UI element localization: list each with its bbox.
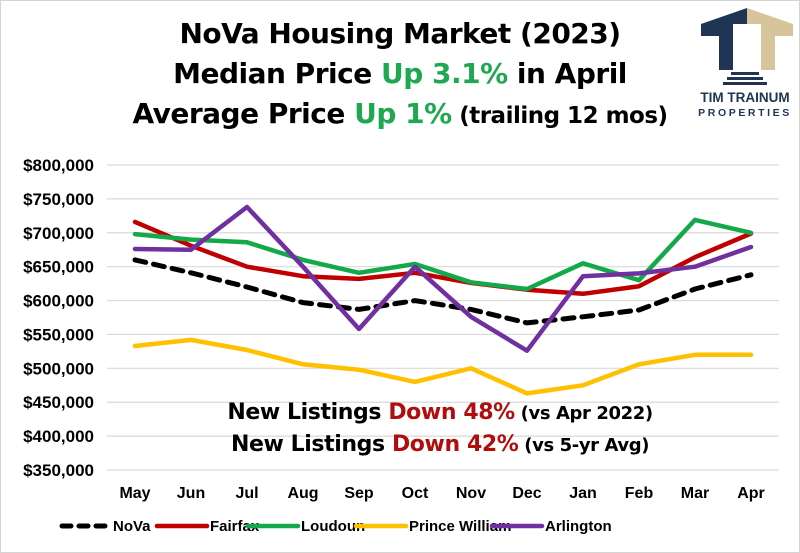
series-line-nova xyxy=(132,257,754,326)
x-tick-label: Jan xyxy=(569,485,597,502)
average-price-label: Average Price xyxy=(132,97,355,130)
median-price-label: Median Price xyxy=(173,57,381,90)
tt-house-icon xyxy=(701,8,793,85)
logo-subtitle: PROPERTIES xyxy=(698,107,792,119)
x-tick-label: Jun xyxy=(177,485,205,502)
annotation-label: New Listings xyxy=(227,400,389,425)
y-tick-label: $800,000 xyxy=(23,156,94,175)
y-tick-label: $450,000 xyxy=(23,393,94,412)
x-tick-label: Apr xyxy=(737,485,765,502)
x-tick-label: Sep xyxy=(344,485,374,502)
y-tick-label: $350,000 xyxy=(23,461,94,480)
y-tick-label: $400,000 xyxy=(23,427,94,446)
series-lines xyxy=(132,204,754,396)
y-tick-label: $700,000 xyxy=(23,224,94,243)
legend-label: Arlington xyxy=(545,518,612,535)
x-tick-label: Nov xyxy=(456,485,486,502)
company-logo: TIM TRAINUM PROPERTIES xyxy=(693,6,797,126)
title-line-1: NoVa Housing Market (2023) xyxy=(90,14,710,54)
title-line-2: Median Price Up 3.1% in April xyxy=(90,54,710,94)
series-line-arlington xyxy=(132,204,754,353)
annotation-comparison: (vs Apr 2022) xyxy=(514,403,653,424)
legend-label: Loudoun xyxy=(301,518,365,535)
legend-label: NoVa xyxy=(113,518,151,535)
y-tick-label: $600,000 xyxy=(23,292,94,311)
y-axis-ticks: $800,000 $750,000 $700,000 $650,000 $600,000… xyxy=(23,156,94,480)
x-tick-label: Dec xyxy=(512,485,541,502)
average-price-period: (trailing 12 mos) xyxy=(451,103,668,129)
x-tick-label: Jul xyxy=(235,485,258,502)
annotation-change: Down 48% xyxy=(388,400,515,425)
annotation-comparison: (vs 5-yr Avg) xyxy=(518,435,650,456)
x-axis-ticks: May Jun Jul Aug Sep Oct Nov Dec Jan Feb Mar Apr xyxy=(119,485,764,502)
x-tick-label: Oct xyxy=(402,485,429,502)
title-text: NoVa Housing Market (2023) xyxy=(179,17,621,50)
series-line-prince-william xyxy=(132,337,754,396)
x-tick-label: Aug xyxy=(287,485,318,502)
y-tick-label: $550,000 xyxy=(23,325,94,344)
y-tick-label: $650,000 xyxy=(23,258,94,277)
legend: NoVa Fairfax Loudoun Prince William Arlingto… xyxy=(59,518,612,535)
x-tick-label: Feb xyxy=(625,485,654,502)
title-line-3: Average Price Up 1% (trailing 12 mos) xyxy=(90,94,710,136)
annotation-change: Down 42% xyxy=(391,432,519,457)
logo-name: TIM TRAINUM xyxy=(700,90,790,105)
median-price-change: Up 3.1% xyxy=(380,57,508,90)
x-tick-label: Mar xyxy=(681,485,709,502)
x-tick-label: May xyxy=(119,485,150,502)
series-line-fairfax xyxy=(132,219,754,297)
legend-label: Prince William xyxy=(409,518,511,535)
legend-label: Fairfax xyxy=(210,518,260,535)
y-tick-label: $500,000 xyxy=(23,359,94,378)
new-listings-annotation-5yr: New Listings Down 42% (vs 5-yr Avg) xyxy=(160,432,720,457)
y-tick-label: $750,000 xyxy=(23,190,94,209)
average-price-change: Up 1% xyxy=(354,97,452,130)
chart-title: NoVa Housing Market (2023) Median Price … xyxy=(90,14,710,136)
annotation-label: New Listings xyxy=(230,432,392,457)
median-price-period: in April xyxy=(507,57,628,90)
new-listings-annotation-yoy: New Listings Down 48% (vs Apr 2022) xyxy=(160,400,720,425)
